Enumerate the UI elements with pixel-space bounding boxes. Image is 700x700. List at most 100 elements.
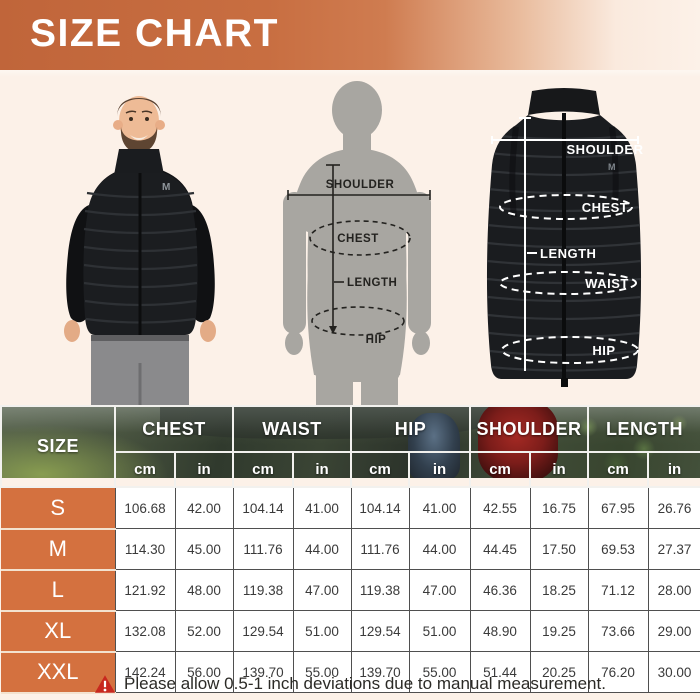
measurement-cell: 76.20 (587, 651, 649, 693)
column-header-chest: CHEST (113, 405, 235, 453)
size-label: L (1, 568, 116, 612)
measurement-cell: 55.00 (292, 651, 352, 693)
measurement-cell: 16.75 (529, 486, 589, 529)
measurement-cell: 104.14 (350, 486, 410, 529)
measurement-cell: 47.00 (408, 569, 471, 611)
measurement-cell: 56.00 (174, 651, 234, 693)
measurement-cell: 27.37 (647, 528, 700, 570)
unit-header-cm: cm (232, 451, 295, 488)
unit-header-in: in (292, 451, 353, 488)
measurement-cell: 104.14 (232, 486, 294, 529)
measurement-cell: 69.53 (587, 528, 649, 570)
measurement-cell: 121.92 (114, 569, 176, 611)
measurement-cell: 48.00 (174, 569, 234, 611)
unit-header-in: in (408, 451, 472, 488)
column-header-shoulder: SHOULDER (469, 405, 590, 453)
vest-hip-label: HIP (592, 343, 615, 358)
measurement-cell: 44.00 (292, 528, 352, 570)
measurement-cell: 42.00 (174, 486, 234, 529)
vest-length-label: LENGTH (540, 246, 596, 261)
vest-chest-ellipse (499, 194, 633, 220)
measurement-cell: 111.76 (350, 528, 410, 570)
size-label: XXL (1, 650, 116, 694)
silhouette-shoulder-label: SHOULDER (326, 179, 395, 191)
body-measurement-diagram: SHOULDER CHEST LENGTH HIP (283, 81, 431, 405)
measurement-cell: 119.38 (232, 569, 294, 611)
warning-icon (94, 675, 116, 693)
size-label: S (1, 486, 116, 530)
unit-header-cm: cm (587, 451, 650, 488)
column-header-size: SIZE (0, 405, 116, 488)
measurement-cell: 29.00 (647, 610, 700, 652)
size-label: M (1, 527, 116, 571)
measurement-cell: 106.68 (114, 486, 176, 529)
measurement-cell: 18.25 (529, 569, 589, 611)
unit-header-in: in (647, 451, 700, 488)
measurement-cell: 26.76 (647, 486, 700, 529)
measurement-cell: 139.70 (350, 651, 410, 693)
vest-waist-ellipse (499, 271, 637, 295)
table-row: XXL 142.24 56.00 139.70 55.00 139.70 55.… (1, 650, 700, 694)
measurement-cell: 41.00 (292, 486, 352, 529)
measurement-cell: 46.36 (469, 569, 531, 611)
title-banner: SIZE CHART (0, 0, 700, 70)
page-title: SIZE CHART (30, 12, 279, 55)
measurement-cell: 129.54 (350, 610, 410, 652)
vest-chest-label: CHEST (582, 200, 629, 215)
column-header-waist: WAIST (232, 405, 353, 453)
column-header-length: LENGTH (587, 405, 700, 453)
measurement-cell: 51.44 (469, 651, 531, 693)
table-row: M 114.30 45.00 111.76 44.00 111.76 44.00… (1, 527, 700, 571)
model-vest-logo: M (162, 182, 170, 193)
measurement-cell: 47.00 (292, 569, 352, 611)
measurement-cell: 17.50 (529, 528, 589, 570)
vest-measurement-diagram: M SHOULDER CHEST LENGTH WAIST HIP (486, 88, 644, 387)
measurement-cell: 41.00 (408, 486, 471, 529)
vest-waist-label: WAIST (585, 276, 629, 291)
silhouette-chest-label: CHEST (337, 233, 378, 245)
measurement-cell: 52.00 (174, 610, 234, 652)
measurement-cell: 139.70 (232, 651, 294, 693)
table-row: L 121.92 48.00 119.38 47.00 119.38 47.00… (1, 568, 700, 612)
banner-bottom-strip (0, 70, 700, 77)
measurement-figures-section: M (0, 70, 700, 405)
measurement-cell: 51.00 (292, 610, 352, 652)
model-photo: M (64, 96, 216, 405)
measurement-cell: 111.76 (232, 528, 294, 570)
unit-header-cm: cm (114, 451, 176, 488)
measurement-cell: 28.00 (647, 569, 700, 611)
unit-header-in: in (529, 451, 590, 488)
deviation-note-text: Please allow 0.5-1 inch deviations due t… (124, 674, 606, 693)
measurement-cell: 51.00 (408, 610, 471, 652)
measurement-cell: 19.25 (529, 610, 589, 652)
measurement-cell: 42.55 (469, 486, 531, 529)
measurement-cell: 73.66 (587, 610, 649, 652)
table-row: S 106.68 42.00 104.14 41.00 104.14 41.00… (1, 486, 700, 530)
vest-logo: M (608, 162, 616, 172)
measurement-cell: 30.00 (647, 651, 700, 693)
deviation-note: Please allow 0.5-1 inch deviations due t… (0, 668, 700, 700)
size-chart-table: SIZE CHEST WAIST HIP SHOULDER LENGTH cm … (0, 405, 700, 694)
silhouette-hip-label: HIP (366, 334, 387, 346)
vest-shoulder-label: SHOULDER (567, 142, 644, 157)
measurement-cell: 132.08 (114, 610, 176, 652)
table-row: XL 132.08 52.00 129.54 51.00 129.54 51.0… (1, 609, 700, 653)
chest-measure-ellipse (309, 220, 411, 256)
silhouette-length-label: LENGTH (347, 277, 397, 289)
unit-header-cm: cm (350, 451, 411, 488)
measurement-cell: 44.00 (408, 528, 471, 570)
measurement-cell: 48.90 (469, 610, 531, 652)
body-silhouette (283, 81, 431, 405)
measurement-cell: 119.38 (350, 569, 410, 611)
hip-measure-ellipse (311, 306, 405, 336)
size-label: XL (1, 609, 116, 653)
measurement-cell: 142.24 (114, 651, 176, 693)
vest-collar (528, 88, 600, 115)
measurement-cell: 71.12 (587, 569, 649, 611)
measurement-cell: 114.30 (114, 528, 176, 570)
measurement-cell: 129.54 (232, 610, 294, 652)
measurement-cell: 20.25 (529, 651, 589, 693)
unit-header-cm: cm (469, 451, 532, 488)
column-header-hip: HIP (350, 405, 472, 453)
measurement-cell: 67.95 (587, 486, 649, 529)
